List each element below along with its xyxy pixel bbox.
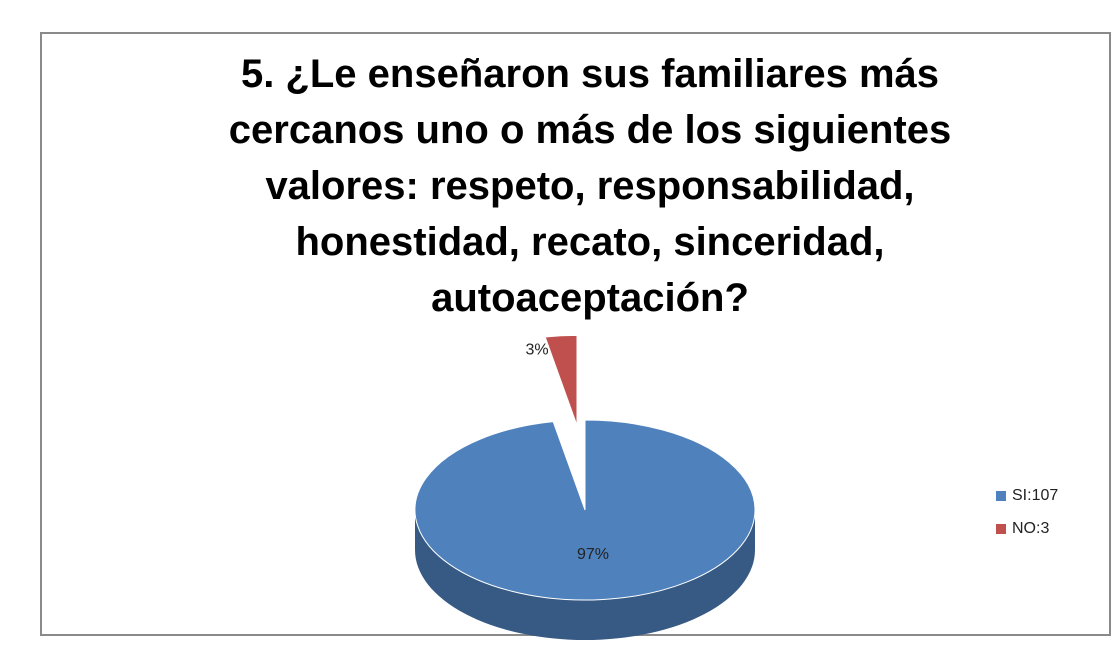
- legend-swatch: [996, 491, 1006, 501]
- legend-label: SI:107: [1012, 487, 1058, 504]
- legend-swatch: [996, 524, 1006, 534]
- legend-label: NO:3: [1012, 520, 1049, 537]
- pie-slice-side: [415, 510, 755, 640]
- data-label: 3%: [525, 342, 548, 359]
- chart-title: 5. ¿Le enseñaron sus familiares más cerc…: [228, 52, 952, 320]
- pie-slice: [544, 334, 578, 426]
- pie-slice: [414, 419, 756, 601]
- data-label: 97%: [577, 546, 609, 563]
